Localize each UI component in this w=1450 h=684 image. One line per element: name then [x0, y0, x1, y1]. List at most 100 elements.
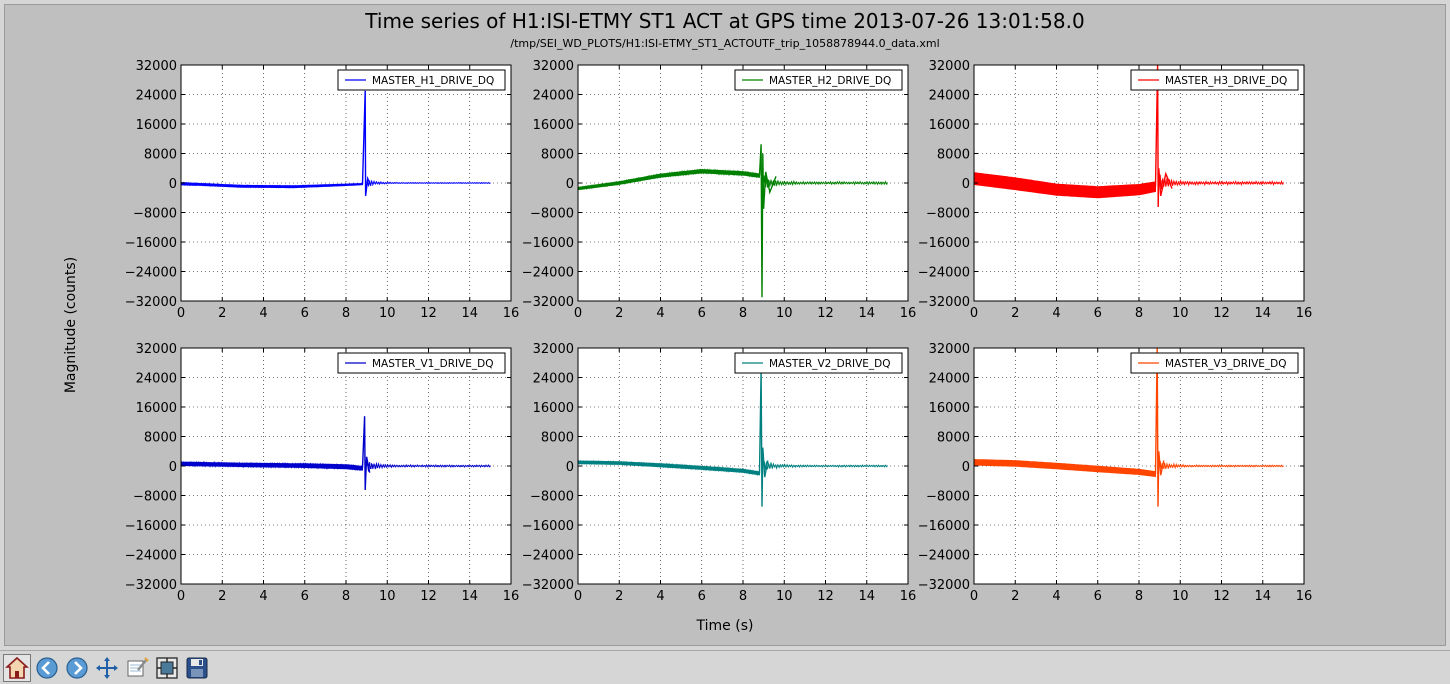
- series-line: [578, 168, 760, 191]
- x-tick-label: 10: [1172, 589, 1189, 604]
- series-line: [974, 459, 1156, 477]
- x-tick-label: 0: [177, 306, 185, 321]
- y-tick-label: 16000: [136, 118, 177, 133]
- x-tick-label: 0: [574, 589, 582, 604]
- y-tick-label: −32000: [918, 578, 970, 593]
- y-tick-label: 8000: [937, 148, 970, 163]
- x-tick-label: 16: [503, 589, 520, 604]
- navigation-toolbar: [0, 650, 1450, 684]
- x-tick-label: 4: [1052, 306, 1060, 321]
- legend-label: MASTER_V2_DRIVE_DQ: [769, 358, 891, 370]
- y-tick-label: 32000: [136, 59, 177, 74]
- back-button[interactable]: [33, 654, 61, 682]
- y-tick-label: −32000: [125, 578, 177, 593]
- x-tick-label: 10: [1172, 306, 1189, 321]
- y-tick-label: −24000: [125, 266, 177, 281]
- y-tick-label: 0: [169, 177, 177, 192]
- y-tick-label: −16000: [918, 519, 970, 534]
- x-tick-label: 4: [1052, 589, 1060, 604]
- y-tick-label: 24000: [533, 372, 574, 387]
- y-tick-label: 0: [566, 177, 574, 192]
- subplots-config-button[interactable]: [153, 654, 181, 682]
- y-tick-label: −8000: [926, 490, 970, 505]
- home-icon: [5, 656, 29, 679]
- x-tick-label: 8: [1135, 306, 1143, 321]
- y-tick-label: −24000: [918, 266, 970, 281]
- x-axis-label: Time (s): [696, 618, 754, 634]
- x-tick-label: 6: [301, 589, 309, 604]
- y-tick-label: −16000: [522, 519, 574, 534]
- series-line: [181, 460, 363, 472]
- y-tick-label: −16000: [125, 236, 177, 251]
- legend-box: [734, 352, 903, 374]
- y-tick-label: −8000: [530, 207, 574, 222]
- legend-box: [734, 69, 903, 91]
- subplot-5: 0 2 4 6 8 10 12 14 16 32000 24000 16000 8000 0 −8000 −1…: [522, 342, 917, 604]
- forward-arrow-icon: [66, 657, 88, 679]
- ringdown-line: [763, 175, 888, 189]
- x-tick-label: 14: [858, 589, 875, 604]
- y-tick-label: −32000: [522, 578, 574, 593]
- x-tick-label: 4: [656, 306, 664, 321]
- x-tick-label: 8: [739, 589, 747, 604]
- forward-button[interactable]: [63, 654, 91, 682]
- y-tick-label: 24000: [136, 372, 177, 387]
- figure-subtitle: /tmp/SEI_WD_PLOTS/H1:ISI-ETMY_ST1_ACTOUT…: [510, 37, 939, 50]
- y-tick-label: −24000: [918, 549, 970, 564]
- x-tick-label: 6: [1094, 589, 1102, 604]
- y-tick-label: 0: [962, 460, 970, 475]
- x-tick-label: 12: [1213, 589, 1230, 604]
- series-group: [974, 348, 1284, 507]
- subplot-2: 0 2 4 6 8 10 12 14 16 32000 24000 16000 8000 0 −8000 −1…: [522, 59, 917, 321]
- x-tick-label: 0: [970, 589, 978, 604]
- subplot-3: 0 2 4 6 8 10 12 14 16 32000 24000 16000 8000 0 −8000 −1…: [918, 59, 1313, 321]
- y-tick-label: 16000: [533, 401, 574, 416]
- subplots-config-icon: [156, 657, 178, 679]
- y-tick-label: 8000: [144, 431, 177, 446]
- y-tick-label: 0: [566, 460, 574, 475]
- x-tick-label: 4: [656, 589, 664, 604]
- trip-spike: [361, 90, 372, 196]
- ringdown-line: [366, 460, 491, 472]
- trip-spike: [758, 144, 777, 298]
- y-tick-label: 32000: [533, 59, 574, 74]
- x-tick-label: 2: [615, 306, 623, 321]
- x-tick-label: 10: [379, 589, 396, 604]
- pan-button[interactable]: [93, 654, 121, 682]
- home-button[interactable]: [3, 654, 31, 682]
- y-tick-label: −24000: [522, 549, 574, 564]
- series-line: [974, 173, 1156, 198]
- y-tick-label: 8000: [541, 431, 574, 446]
- x-tick-label: 12: [817, 589, 834, 604]
- y-tick-label: 0: [169, 460, 177, 475]
- series-line: [578, 459, 760, 477]
- figure-svg: Time series of H1:ISI-ETMY ST1 ACT at GP…: [63, 9, 1313, 634]
- x-tick-label: 6: [698, 306, 706, 321]
- x-tick-label: 12: [817, 306, 834, 321]
- save-icon: [186, 657, 208, 679]
- x-tick-label: 16: [900, 589, 917, 604]
- y-tick-label: −32000: [918, 295, 970, 310]
- legend-box: [1130, 69, 1299, 91]
- y-tick-label: 16000: [533, 118, 574, 133]
- legend-box: [337, 352, 506, 374]
- y-tick-label: −16000: [522, 236, 574, 251]
- zoom-button[interactable]: [123, 654, 151, 682]
- save-button[interactable]: [183, 654, 211, 682]
- x-tick-label: 4: [259, 306, 267, 321]
- subplot-6: 0 2 4 6 8 10 12 14 16 32000 24000 16000 8000 0 −8000 −1…: [918, 342, 1313, 604]
- x-tick-label: 2: [218, 589, 226, 604]
- x-tick-label: 16: [1296, 589, 1313, 604]
- x-tick-label: 8: [1135, 589, 1143, 604]
- legend-label: MASTER_V3_DRIVE_DQ: [1165, 358, 1287, 370]
- x-tick-label: 8: [739, 306, 747, 321]
- subplots-group: 0 2 4 6 8 10 12 14 1632000240001600080000−8000−1…: [125, 59, 1313, 604]
- series-group: [578, 144, 888, 298]
- legend-box: [1130, 352, 1299, 374]
- series-line: [181, 181, 363, 189]
- legend-label: MASTER_H2_DRIVE_DQ: [769, 75, 891, 87]
- x-tick-label: 16: [1296, 306, 1313, 321]
- y-tick-label: 24000: [533, 89, 574, 104]
- x-tick-label: 14: [461, 589, 478, 604]
- subplot-4: 0 2 4 6 8 10 12 14 16 32000 24000 16000 8000 0 −8000 −1…: [125, 342, 520, 604]
